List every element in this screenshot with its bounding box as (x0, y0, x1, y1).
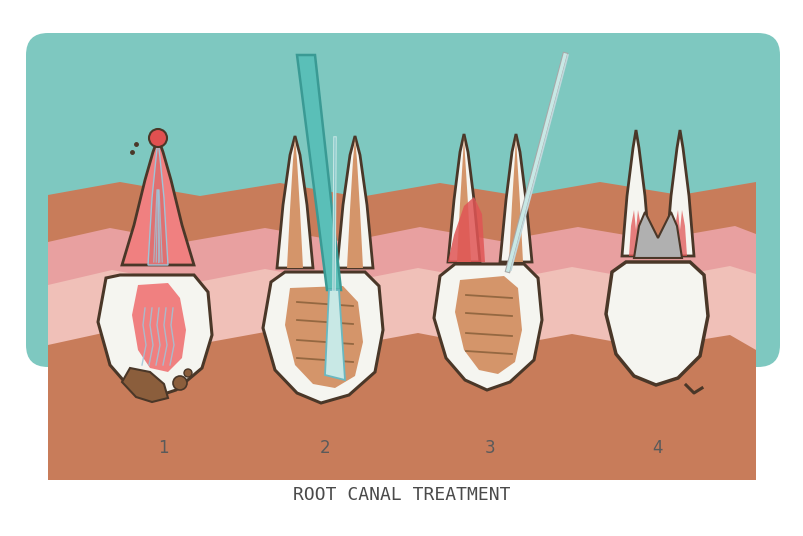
Polygon shape (456, 136, 471, 262)
FancyBboxPatch shape (26, 33, 779, 367)
Polygon shape (347, 138, 362, 268)
Text: 2: 2 (320, 439, 330, 457)
Polygon shape (447, 197, 484, 262)
Polygon shape (454, 276, 521, 374)
Polygon shape (277, 136, 312, 268)
Polygon shape (628, 210, 642, 256)
Polygon shape (263, 272, 382, 403)
Polygon shape (287, 138, 303, 268)
Polygon shape (605, 262, 707, 385)
Polygon shape (499, 134, 532, 262)
Polygon shape (48, 266, 755, 350)
Polygon shape (122, 368, 168, 402)
Polygon shape (48, 226, 755, 330)
Text: 4: 4 (652, 439, 662, 457)
Polygon shape (508, 136, 522, 262)
Polygon shape (48, 182, 755, 480)
Circle shape (149, 129, 167, 147)
Text: 3: 3 (484, 439, 495, 457)
Polygon shape (132, 283, 185, 372)
Polygon shape (672, 210, 686, 256)
Polygon shape (336, 136, 373, 268)
Polygon shape (434, 264, 541, 390)
Polygon shape (634, 212, 681, 258)
Polygon shape (324, 290, 344, 380)
Circle shape (173, 376, 187, 390)
Text: ROOT CANAL TREATMENT: ROOT CANAL TREATMENT (293, 486, 510, 504)
Text: 1: 1 (157, 439, 168, 457)
Polygon shape (98, 275, 212, 398)
Polygon shape (665, 130, 693, 256)
Circle shape (184, 369, 192, 377)
Polygon shape (296, 55, 340, 290)
Polygon shape (447, 134, 479, 262)
Polygon shape (284, 286, 362, 388)
Polygon shape (622, 130, 649, 256)
Polygon shape (122, 138, 194, 265)
Polygon shape (148, 140, 168, 265)
